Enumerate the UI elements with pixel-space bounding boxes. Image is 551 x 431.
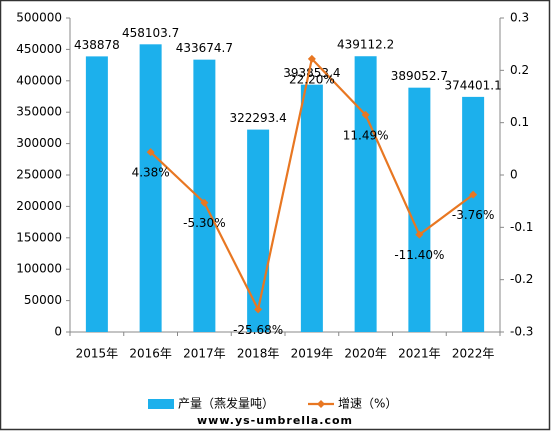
- x-tick-label: 2019年: [291, 347, 334, 361]
- bar: [139, 44, 162, 332]
- y-tick-label: 250000: [16, 168, 62, 182]
- bar: [300, 84, 323, 332]
- y-tick-label: 0: [54, 325, 62, 339]
- x-tick-label: 2021年: [398, 347, 441, 361]
- legend-swatch-marker: [317, 400, 325, 408]
- bar-value-label: 438878: [74, 38, 120, 52]
- line-marker: [361, 110, 370, 119]
- line-value-label: -25.68%: [233, 323, 283, 337]
- line-marker: [254, 305, 263, 314]
- legend-swatch: [148, 399, 174, 409]
- x-tick-label: 2022年: [452, 347, 495, 361]
- y-tick-label: 300000: [16, 136, 62, 150]
- line-marker: [469, 190, 478, 199]
- y-tick-label: 100000: [16, 262, 62, 276]
- x-tick-label: 2017年: [183, 347, 226, 361]
- y-tick-label: 50000: [24, 293, 62, 307]
- bar: [462, 96, 485, 333]
- bar: [193, 59, 216, 333]
- bar-value-label: 374401.1: [444, 78, 501, 92]
- bar: [247, 129, 270, 332]
- y-tick-label: 350000: [16, 105, 62, 119]
- bar-value-label: 322293.4: [229, 111, 286, 125]
- bar: [354, 56, 377, 332]
- bar-value-label: 433674.7: [176, 41, 233, 55]
- bar-value-label: 439112.2: [337, 38, 394, 52]
- line-value-label: 11.49%: [343, 128, 389, 142]
- y-tick-label: 500000: [16, 11, 62, 25]
- x-tick-label: 2015年: [76, 347, 119, 361]
- line-marker: [200, 198, 209, 207]
- y2-tick-label: -0.2: [510, 272, 533, 286]
- line-value-label: -5.30%: [183, 216, 225, 230]
- line-value-label: -3.76%: [452, 208, 494, 222]
- line-value-label: -11.40%: [394, 248, 444, 262]
- y2-tick-label: 0.1: [510, 115, 529, 129]
- y-tick-label: 150000: [16, 230, 62, 244]
- y-tick-label: 450000: [16, 42, 62, 56]
- line-marker: [146, 148, 155, 157]
- legend-label: 产量（燕发量吨）: [178, 396, 274, 411]
- y2-tick-label: -0.3: [510, 325, 533, 339]
- y2-tick-label: -0.1: [510, 220, 533, 234]
- line-value-label: 22.20%: [289, 72, 335, 86]
- bar-value-label: 389052.7: [391, 69, 448, 83]
- y2-tick-label: 0.2: [510, 63, 529, 77]
- x-tick-label: 2020年: [344, 347, 387, 361]
- bar-value-label: 393853.4: [283, 66, 340, 80]
- y-tick-label: 200000: [16, 199, 62, 213]
- bar: [85, 56, 108, 333]
- watermark: www.ys-umbrella.com: [197, 414, 353, 427]
- bar-value-label: 458103.7: [122, 26, 179, 40]
- y2-tick-label: 0.3: [510, 11, 529, 25]
- line-marker: [307, 54, 316, 63]
- y2-tick-label: 0: [510, 168, 518, 182]
- x-tick-label: 2016年: [129, 347, 172, 361]
- bar: [408, 87, 431, 333]
- legend-label: 增速（%）: [338, 397, 397, 411]
- line-value-label: 4.38%: [132, 166, 170, 180]
- x-tick-label: 2018年: [237, 347, 280, 361]
- line-marker: [415, 230, 424, 239]
- y-tick-label: 400000: [16, 73, 62, 87]
